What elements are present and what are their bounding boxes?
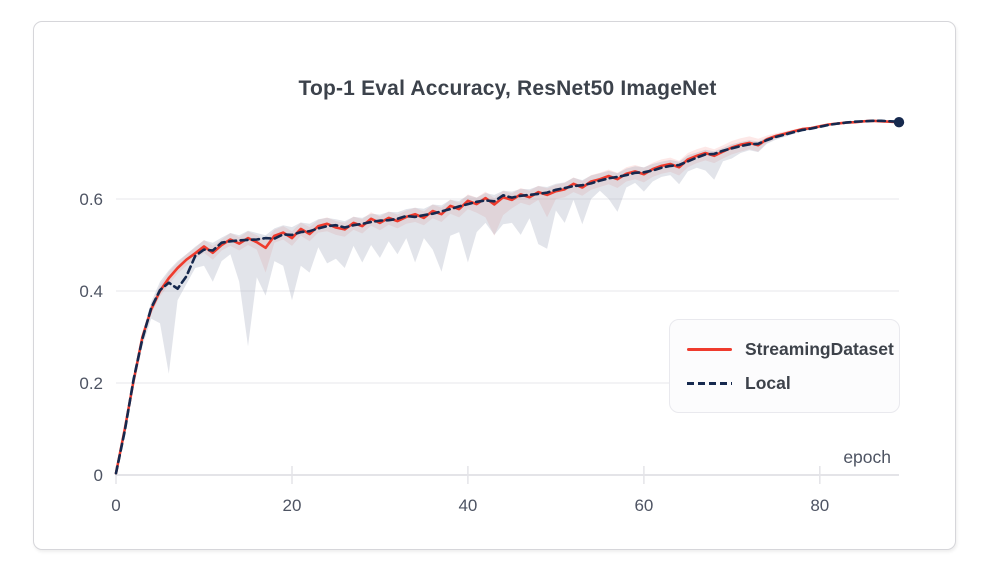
legend-item-streamingdataset[interactable]: StreamingDataset <box>687 339 899 360</box>
chart-title: Top-1 Eval Accuracy, ResNet50 ImageNet <box>298 77 717 100</box>
x-tick-label: 0 <box>111 496 120 515</box>
accuracy-line-chart: 0 0.2 0.4 0.6 0 20 40 60 80 epoch <box>79 117 905 515</box>
x-axis-title: epoch <box>843 447 891 467</box>
x-tick-label: 80 <box>810 496 829 515</box>
y-tick-label: 0.2 <box>79 374 103 393</box>
uncertainty-band-local <box>116 120 899 475</box>
x-tick-label: 60 <box>634 496 653 515</box>
series-line-local <box>114 119 901 475</box>
legend-label: Local <box>745 372 791 393</box>
chart-legend: StreamingDataset Local <box>669 319 900 413</box>
uncertainty-band-streamingdataset <box>116 119 899 475</box>
x-tick-label: 20 <box>283 496 302 515</box>
series-line-streamingdataset <box>114 119 901 475</box>
y-tick-label: 0.6 <box>79 190 103 209</box>
streamingdataset-line-swatch-icon <box>687 347 732 351</box>
x-tick-label: 40 <box>458 496 477 515</box>
y-tick-label: 0 <box>94 466 103 485</box>
legend-label: StreamingDataset <box>745 338 894 359</box>
y-tick-label: 0.4 <box>79 282 103 301</box>
local-dashed-line-swatch-icon <box>687 381 732 385</box>
legend-item-local[interactable]: Local <box>687 373 899 394</box>
final-point-marker <box>893 117 905 128</box>
chart-card: Top-1 Eval Accuracy, ResNet50 ImageNet 0… <box>33 21 956 550</box>
